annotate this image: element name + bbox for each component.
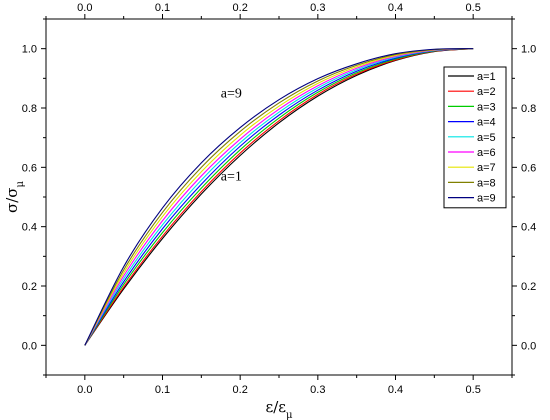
y-tick-label-left: 0.2: [22, 281, 37, 293]
series-line-a9: [84, 48, 474, 346]
x-tick-label-top: 0.0: [77, 2, 92, 14]
axes-layer: 0.0 0.0 0.1 0.1 0.2 0.2 0.3 0.3 0.4 0.4 0.5 0.5 0.0 0…: [3, 2, 536, 420]
y-tick-label-left: 1.0: [22, 44, 37, 56]
y-tick-label-left: 0.0: [22, 340, 37, 352]
y-tick-label-left: 0.8: [22, 103, 37, 115]
annotation-layer: a=9 a=1: [221, 87, 242, 185]
y-tick-label-right: 0.4: [521, 222, 536, 234]
y-tick-label-right: 1.0: [521, 44, 536, 56]
legend-label: a=8: [477, 177, 496, 189]
series-line-a6: [84, 48, 474, 346]
series-line-a1: [84, 48, 474, 346]
x-tick-label-bottom: 0.0: [77, 384, 92, 396]
legend-label: a=3: [477, 101, 496, 113]
y-tick-label-left: 0.4: [22, 222, 37, 234]
series-line-a2: [84, 48, 474, 346]
series-line-a4: [84, 48, 474, 346]
x-axis-label-main: ε/ε: [265, 398, 286, 416]
y-tick-label-left: 0.6: [22, 162, 37, 174]
y-tick-label-right: 0.6: [521, 162, 536, 174]
y-axis-label-main: σ/σ: [3, 187, 21, 213]
y-axis-label: σ/σμ: [3, 180, 26, 213]
x-tick-label-bottom: 0.1: [155, 384, 170, 396]
series-layer: [84, 48, 474, 346]
series-line-a5: [84, 48, 474, 346]
legend-label: a=2: [477, 86, 496, 98]
x-tick-label-top: 0.4: [388, 2, 403, 14]
series-line-a8: [84, 48, 474, 346]
x-axis-label: ε/εμ: [265, 398, 293, 420]
x-tick-label-bottom: 0.4: [388, 384, 403, 396]
annotation-label: a=9: [221, 87, 242, 102]
x-tick-label-top: 0.3: [310, 2, 325, 14]
x-tick-label-bottom: 0.2: [233, 384, 248, 396]
legend: a=1 a=2 a=3 a=4 a=5 a=6 a=7 a=8 a=9: [443, 66, 507, 209]
y-axis-label-sub: μ: [15, 180, 26, 187]
x-tick-label-bottom: 0.3: [310, 384, 325, 396]
x-tick-label-bottom: 0.5: [466, 384, 481, 396]
legend-label: a=5: [477, 132, 496, 144]
y-tick-label-right: 0.8: [521, 103, 536, 115]
legend-label: a=7: [477, 162, 496, 174]
legend-label: a=4: [477, 117, 496, 129]
legend-label: a=1: [477, 71, 496, 83]
annotation-label: a=1: [221, 170, 242, 185]
plot-frame: [45, 18, 513, 376]
legend-label: a=6: [477, 147, 496, 159]
y-tick-label-right: 0.0: [521, 340, 536, 352]
y-tick-label-right: 0.2: [521, 281, 536, 293]
series-line-a3: [84, 48, 474, 346]
x-axis-label-sub: μ: [286, 410, 293, 420]
x-tick-label-top: 0.2: [233, 2, 248, 14]
x-tick-label-top: 0.1: [155, 2, 170, 14]
series-line-a7: [84, 48, 474, 346]
x-tick-label-top: 0.5: [466, 2, 481, 14]
legend-label: a=9: [477, 193, 496, 205]
